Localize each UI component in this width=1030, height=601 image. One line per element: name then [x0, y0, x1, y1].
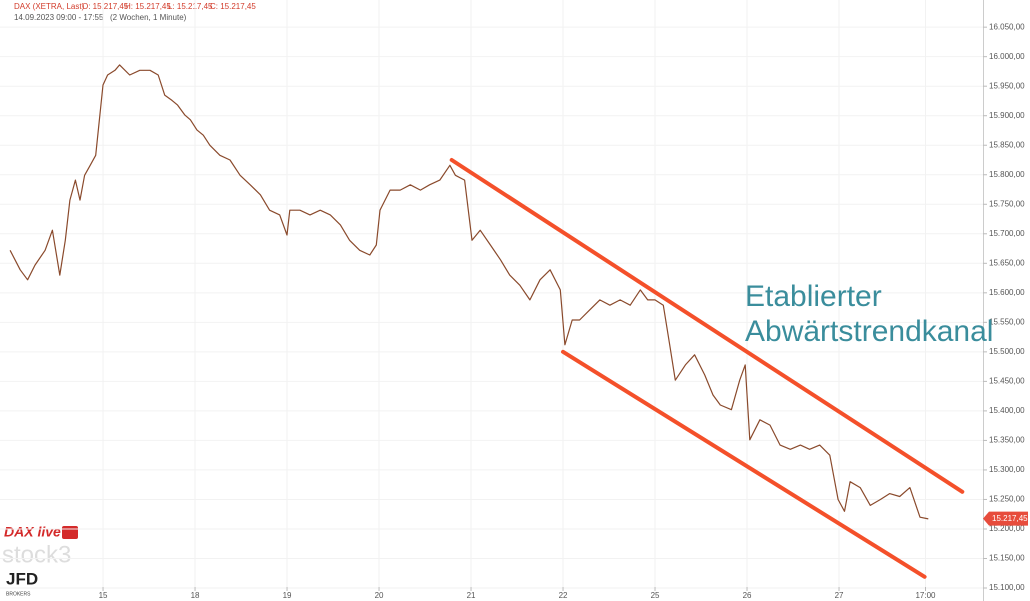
y-tick-label: 15.150,00 — [989, 554, 1025, 563]
y-tick-label: 15.400,00 — [989, 406, 1025, 415]
y-tick-label: 15.600,00 — [989, 288, 1025, 297]
brand-platform: stock3 — [2, 541, 71, 568]
branding: DAX live stock3 JFD BROKERS — [2, 524, 78, 597]
y-tick-label: 15.950,00 — [989, 81, 1025, 90]
x-tick-label: 15 — [99, 591, 108, 600]
ohlc-o: O: 15.217,45 — [82, 2, 129, 11]
subtitle: 14.09.2023 09:00 - 17:55 — [14, 13, 104, 22]
ohlc-c: C: 15.217,45 — [210, 2, 256, 11]
x-tick-label: 17:00 — [915, 591, 936, 600]
y-tick-label: 16.050,00 — [989, 22, 1025, 31]
x-tick-label: 27 — [835, 591, 844, 600]
y-tick-label: 16.000,00 — [989, 52, 1025, 61]
brand-broker-sub: BROKERS — [6, 591, 31, 597]
y-tick-label: 15.300,00 — [989, 465, 1025, 474]
y-tick-label: 15.800,00 — [989, 170, 1025, 179]
y-tick-label: 15.500,00 — [989, 347, 1025, 356]
chart-title: DAX (XETRA, Last) — [14, 2, 85, 11]
period: (2 Wochen, 1 Minute) — [110, 13, 187, 22]
trend-line — [449, 157, 965, 494]
x-tick-label: 22 — [559, 591, 568, 600]
last-price-marker — [983, 511, 1028, 526]
y-tick-label: 15.750,00 — [989, 199, 1025, 208]
y-tick-label: 15.850,00 — [989, 140, 1025, 149]
brand-show: DAX live — [4, 524, 61, 540]
x-tick-label: 19 — [283, 591, 292, 600]
y-tick-label: 15.100,00 — [989, 583, 1025, 592]
annotation: Etablierter — [745, 280, 882, 313]
x-tick-label: 18 — [191, 591, 200, 600]
y-tick-label: 15.200,00 — [989, 524, 1025, 533]
y-tick-label: 15.900,00 — [989, 111, 1025, 120]
x-tick-label: 25 — [651, 591, 660, 600]
ohlc-h: H: 15.217,45 — [125, 2, 171, 11]
price-line — [9, 64, 929, 520]
annotation: Abwärtstrendkanal — [745, 315, 993, 348]
ohlc-l: L: 15.217,45 — [168, 2, 213, 11]
x-tick-label: 26 — [743, 591, 752, 600]
y-tick-label: 15.650,00 — [989, 258, 1025, 267]
trend-line — [561, 349, 927, 579]
brand-broker: JFD — [6, 569, 38, 588]
y-tick-label: 15.250,00 — [989, 495, 1025, 504]
y-tick-label: 15.350,00 — [989, 436, 1025, 445]
play-icon — [62, 526, 78, 539]
x-tick-label: 21 — [467, 591, 476, 600]
last-price-label: 15.217,45 — [992, 514, 1028, 523]
y-tick-label: 15.700,00 — [989, 229, 1025, 238]
x-tick-label: 20 — [375, 591, 384, 600]
y-tick-label: 15.550,00 — [989, 317, 1025, 326]
y-tick-label: 15.450,00 — [989, 376, 1025, 385]
